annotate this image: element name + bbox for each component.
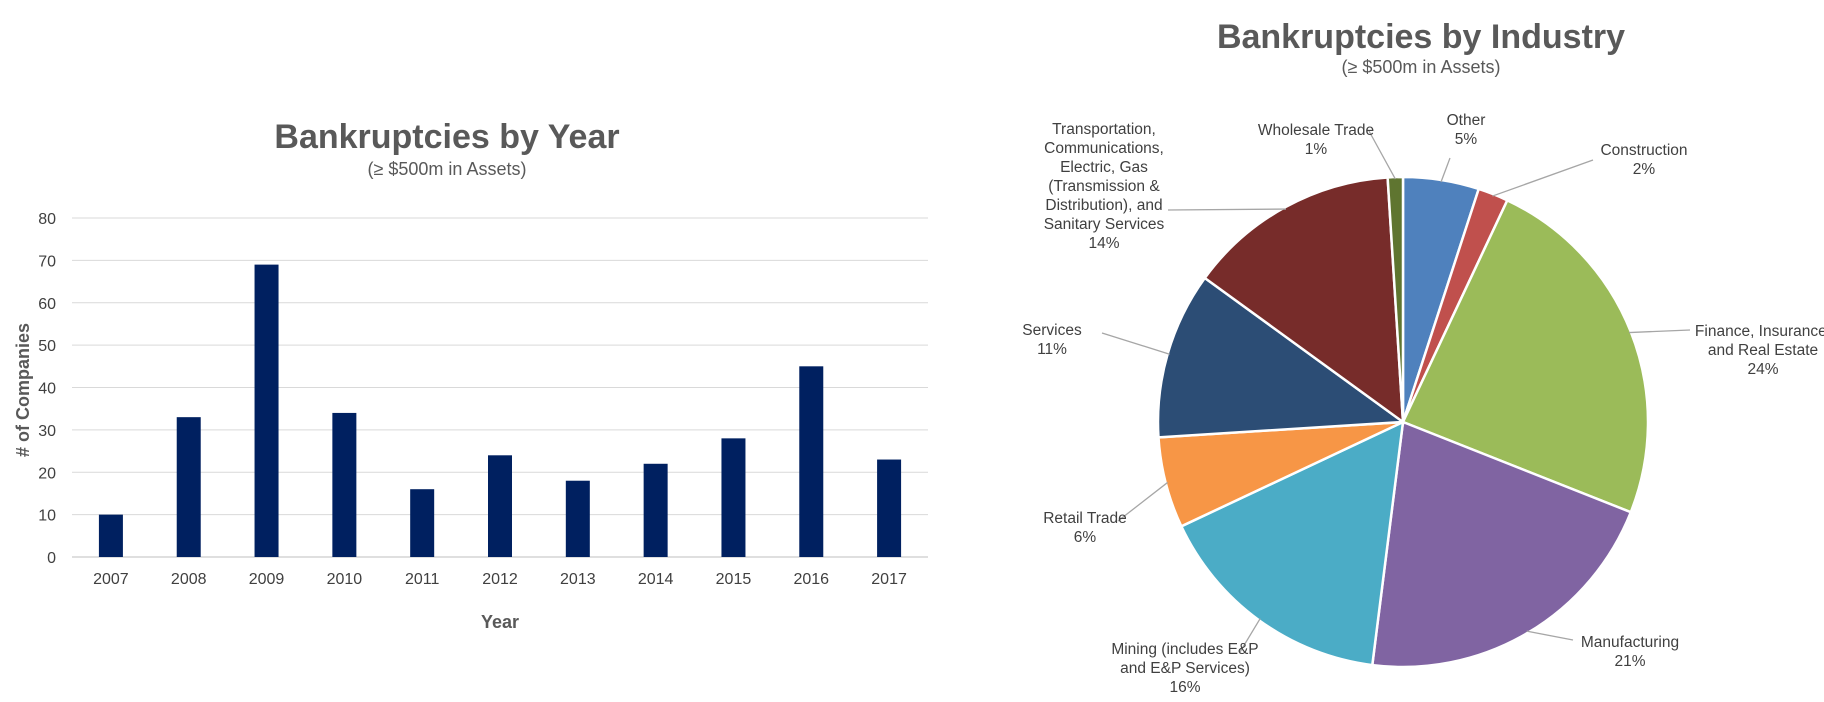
bar-2007 — [98, 514, 123, 557]
pie-slice-label: Other 5% — [1447, 112, 1486, 148]
x-tick-label: 2016 — [793, 571, 829, 588]
leader-line — [1526, 630, 1574, 641]
bar-chart-title: Bankruptcies by Year — [274, 118, 619, 156]
pie-label-line: Other — [1447, 112, 1486, 129]
bar-2012 — [488, 455, 512, 557]
pie-label-line: Finance, Insurance, — [1695, 323, 1824, 340]
pie-slice-label: Transportation, Communications, Electric, … — [1044, 121, 1165, 252]
x-tick-label: 2015 — [716, 571, 752, 588]
pie-label-line: Transportation, — [1052, 121, 1156, 138]
y-tick-label: 40 — [38, 381, 56, 398]
bar-2009 — [254, 264, 279, 557]
pie-label-line: 5% — [1455, 131, 1478, 148]
y-tick-label: 70 — [38, 253, 56, 270]
bar-2014 — [643, 463, 668, 557]
y-tick-label: 50 — [38, 338, 56, 355]
pie-label-line: 24% — [1747, 361, 1778, 378]
x-tick-label: 2009 — [249, 571, 285, 588]
pie-label-line: and E&P Services) — [1120, 660, 1250, 677]
pie-label-line: and Real Estate — [1708, 342, 1818, 359]
pie-label-line: 14% — [1088, 235, 1119, 252]
pie-label-line: Communications, — [1044, 140, 1164, 157]
y-axis-label: # of Companies — [13, 323, 33, 457]
y-tick-label: 10 — [38, 508, 56, 525]
pie-slice-label: Construction 2% — [1600, 142, 1687, 178]
x-tick-label: 2013 — [560, 571, 596, 588]
bar-2008 — [176, 417, 201, 557]
x-tick-label: 2010 — [327, 571, 363, 588]
x-tick-label: 2011 — [405, 571, 440, 588]
bar-2013 — [565, 480, 590, 557]
pie-label-line: Services — [1022, 322, 1082, 339]
pie-leader-lines — [1101, 130, 1691, 653]
x-tick-label: 2007 — [93, 571, 129, 588]
pie-label-line: Manufacturing — [1581, 634, 1679, 651]
pie-label-line: (Transmission & — [1048, 178, 1160, 195]
pie-label-line: 16% — [1169, 679, 1200, 696]
pie-label-line: Sanitary Services — [1044, 216, 1165, 233]
pie-slice — [1386, 175, 1405, 423]
x-tick-label: 2008 — [171, 571, 207, 588]
x-tick-label: 2014 — [638, 571, 674, 588]
bar-2017 — [877, 459, 902, 557]
leader-line — [1628, 329, 1691, 334]
pie-slice-label: Wholesale Trade 1% — [1258, 122, 1374, 158]
x-tick-label: 2017 — [871, 571, 907, 588]
pie-label-line: Retail Trade — [1043, 510, 1127, 527]
pie-chart: Bankruptcies by Industry (≥ $500m in Ass… — [1022, 18, 1824, 696]
pie-labels: Other 5% Construction 2% Finance, Insurance,… — [1022, 112, 1824, 696]
pie-label-line: Mining (includes E&P — [1111, 641, 1258, 658]
pie-slices — [1156, 175, 1650, 669]
pie-slice-label: Finance, Insurance, and Real Estate 24% — [1695, 323, 1824, 378]
pie-label-line: Wholesale Trade — [1258, 122, 1374, 139]
pie-label-line: 6% — [1074, 529, 1097, 546]
leader-line — [1101, 332, 1170, 355]
leader-line — [1239, 618, 1261, 653]
bar-chart: Bankruptcies by Year (≥ $500m in Assets)… — [13, 118, 928, 632]
leader-line — [1492, 159, 1594, 197]
pie-slice-label: Retail Trade 6% — [1043, 510, 1127, 546]
pie-slice-label: Manufacturing 21% — [1581, 634, 1679, 670]
leader-line — [1368, 130, 1396, 180]
bar-2010 — [332, 412, 357, 557]
pie-label-line: 1% — [1305, 141, 1328, 158]
bar-chart-subtitle: (≥ $500m in Assets) — [368, 159, 527, 179]
pie-label-line: 2% — [1633, 161, 1656, 178]
bar-2011 — [410, 489, 435, 557]
pie-label-line: 11% — [1037, 341, 1067, 358]
pie-slice — [1370, 420, 1633, 669]
x-axis-label: Year — [481, 612, 519, 632]
pie-chart-subtitle: (≥ $500m in Assets) — [1342, 57, 1501, 77]
pie-label-line: Construction — [1600, 142, 1687, 159]
bar-gridlines — [72, 217, 928, 558]
pie-label-line: 21% — [1614, 653, 1645, 670]
pie-label-line: Electric, Gas — [1060, 159, 1148, 176]
bar-series — [98, 264, 902, 557]
leader-line — [1440, 157, 1451, 183]
bar-x-tick-labels: 2007 2008 2009 2010 2011 2012 2013 2014 2015 2016… — [93, 571, 907, 588]
pie-slice-label: Services 11% — [1022, 322, 1082, 358]
pie-chart-title: Bankruptcies by Industry — [1217, 18, 1625, 56]
y-tick-label: 0 — [47, 550, 56, 567]
y-tick-label: 30 — [38, 423, 56, 440]
pie-label-line: Distribution), and — [1045, 197, 1162, 214]
y-tick-label: 80 — [38, 211, 56, 228]
y-tick-label: 20 — [38, 465, 56, 482]
pie-slice-label: Mining (includes E&P and E&P Services) 16% — [1111, 641, 1258, 696]
bar-2015 — [721, 438, 746, 557]
bar-2016 — [799, 366, 824, 557]
x-tick-label: 2012 — [482, 571, 518, 588]
bar-y-tick-labels: 0 10 20 30 40 50 60 70 80 — [38, 211, 56, 567]
leader-line — [1117, 481, 1169, 522]
y-tick-label: 60 — [38, 296, 56, 313]
leader-line — [1167, 208, 1286, 211]
pie-slice — [1203, 176, 1405, 425]
